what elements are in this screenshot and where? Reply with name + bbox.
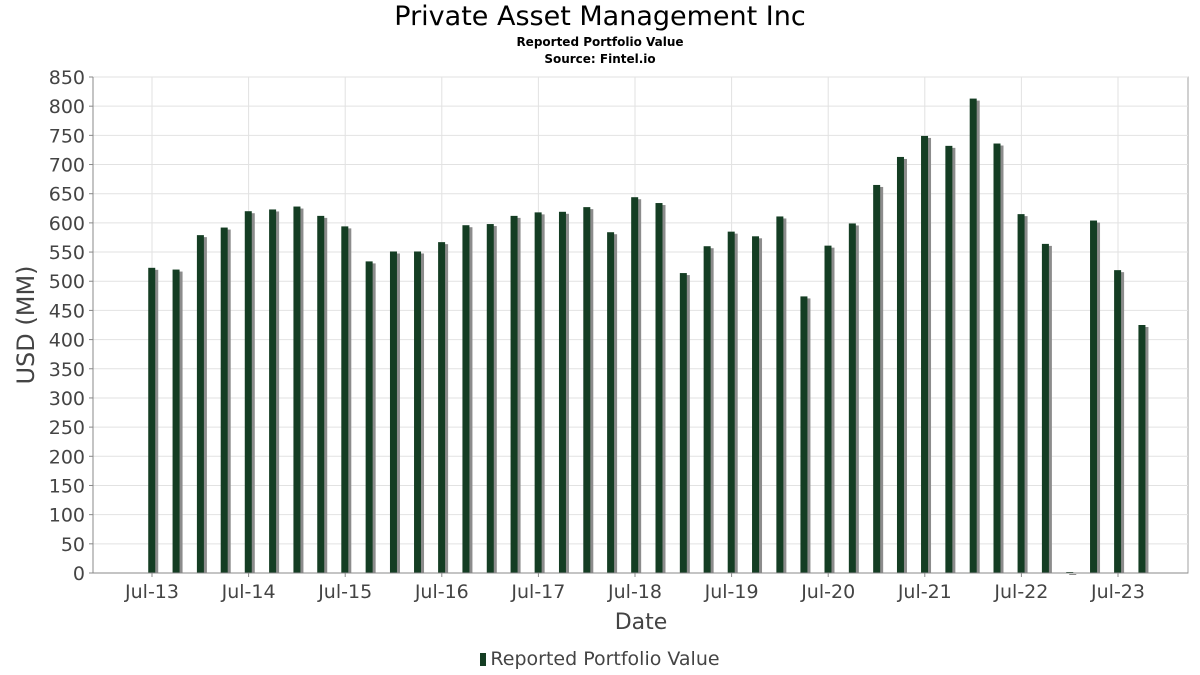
bar	[317, 215, 325, 573]
y-tick-label: 250	[49, 417, 85, 439]
y-tick-label: 0	[73, 563, 85, 585]
bar	[945, 145, 953, 573]
bar	[1090, 220, 1098, 574]
bar	[1017, 214, 1025, 574]
x-tick-label: Jul-21	[897, 581, 952, 603]
bar	[365, 261, 373, 573]
bar	[534, 212, 542, 573]
x-tick-label: Jul-18	[607, 581, 662, 603]
bar	[607, 232, 615, 574]
chart-title: Private Asset Management Inc	[394, 1, 806, 32]
bar	[896, 156, 904, 573]
legend: Reported Portfolio Value	[0, 648, 1200, 670]
bar	[486, 224, 494, 573]
x-tick-label: Jul-23	[1090, 581, 1145, 603]
y-tick-label: 450	[49, 300, 85, 322]
x-tick-label: Jul-19	[704, 581, 759, 603]
bar	[510, 215, 518, 573]
y-tick-label: 650	[49, 184, 85, 206]
bar	[824, 245, 832, 573]
bar	[921, 135, 929, 574]
chart-source: Source: Fintel.io	[544, 52, 656, 66]
bar	[631, 197, 639, 573]
bar	[679, 273, 687, 573]
bar	[873, 184, 881, 573]
bar	[558, 211, 566, 573]
bar	[752, 236, 760, 573]
y-tick-label: 400	[49, 330, 85, 352]
y-tick-label: 500	[49, 271, 85, 293]
bar	[172, 269, 180, 573]
y-tick-label: 200	[49, 446, 85, 468]
bar	[848, 223, 856, 573]
y-tick-label: 350	[49, 359, 85, 381]
bar	[220, 227, 228, 573]
y-tick-label: 800	[49, 96, 85, 118]
x-tick-label: Jul-22	[993, 581, 1048, 603]
bar	[341, 226, 349, 573]
bar	[1041, 243, 1049, 573]
x-tick-label: Jul-13	[124, 581, 179, 603]
x-tick-label: Jul-15	[317, 581, 372, 603]
x-tick-label: Jul-14	[221, 581, 276, 603]
y-axis-title: USD (MM)	[12, 265, 40, 384]
x-tick-label: Jul-20	[800, 581, 855, 603]
bar	[293, 206, 301, 574]
bar	[389, 251, 397, 574]
bar	[244, 211, 252, 573]
x-tick-label: Jul-16	[414, 581, 469, 603]
bar	[703, 246, 711, 574]
bar	[583, 207, 591, 573]
y-tick-label: 550	[49, 242, 85, 264]
bar	[655, 203, 663, 573]
bar	[269, 209, 277, 573]
y-tick-label: 600	[49, 213, 85, 235]
bar	[438, 242, 446, 573]
y-tick-label: 300	[49, 388, 85, 410]
y-tick-label: 100	[49, 505, 85, 527]
bar	[776, 216, 784, 573]
bar	[993, 143, 1001, 574]
x-tick-label: Jul-17	[510, 581, 565, 603]
y-tick-label: 150	[49, 475, 85, 497]
bar	[969, 98, 977, 574]
bar	[148, 267, 156, 573]
bar	[800, 296, 808, 573]
bar	[414, 251, 422, 574]
y-tick-label: 750	[49, 125, 85, 147]
bar	[196, 235, 204, 573]
bar	[1114, 270, 1122, 573]
bar	[1138, 325, 1146, 573]
y-tick-label: 850	[49, 67, 85, 89]
bar-shadow	[1069, 574, 1077, 575]
y-tick-label: 700	[49, 155, 85, 177]
y-tick-label: 50	[61, 534, 85, 556]
chart-subtitle: Reported Portfolio Value	[516, 35, 684, 49]
bar	[462, 225, 470, 573]
x-axis-title: Date	[615, 610, 668, 635]
legend-label: Reported Portfolio Value	[490, 648, 720, 670]
bar	[727, 231, 735, 573]
legend-swatch	[480, 653, 487, 666]
